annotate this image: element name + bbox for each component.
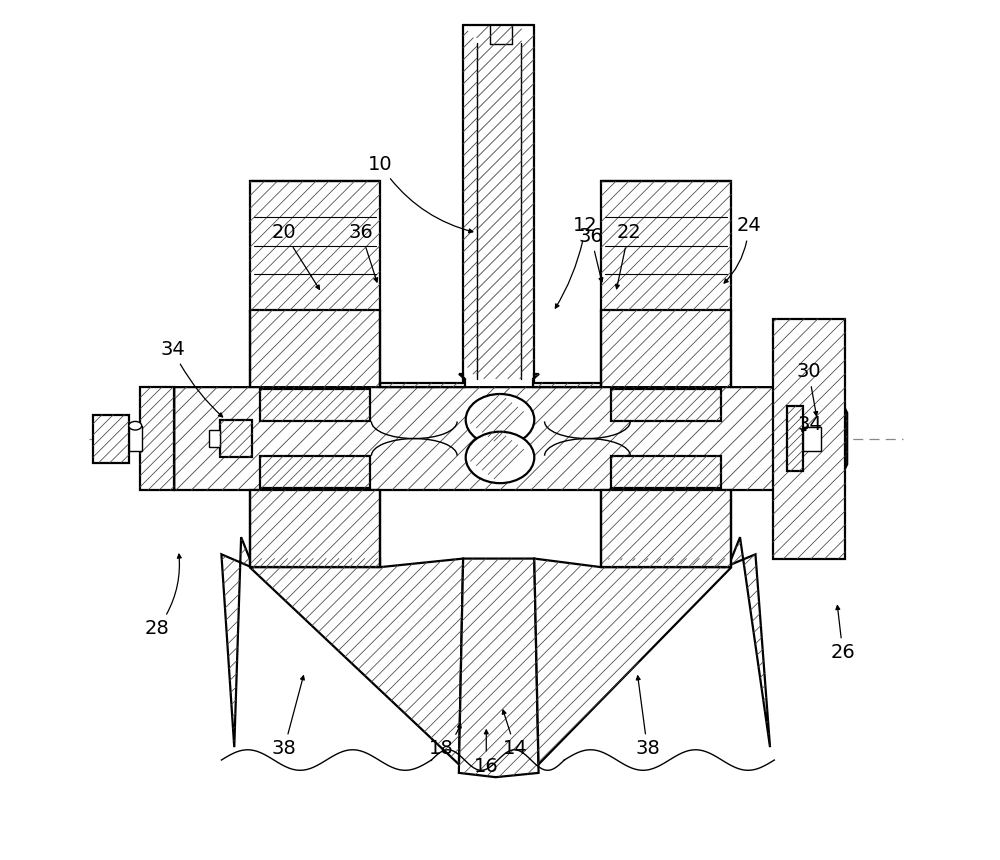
Bar [250,181,380,310]
Text: 38: 38 [635,676,660,759]
Text: 16: 16 [474,730,499,776]
Text: 20: 20 [272,224,319,289]
Text: 24: 24 [724,217,761,283]
Polygon shape [140,387,174,490]
Polygon shape [533,374,601,387]
Bar [129,426,142,452]
Polygon shape [260,456,370,488]
Text: 28: 28 [145,554,181,638]
Polygon shape [260,389,370,421]
Bar [220,420,252,458]
Text: 34: 34 [160,340,223,417]
Text: 18: 18 [429,724,461,759]
Bar [93,415,129,463]
Polygon shape [534,559,731,765]
Text: 30: 30 [796,362,821,415]
Polygon shape [601,538,770,747]
Polygon shape [174,387,847,490]
Polygon shape [380,374,465,387]
Polygon shape [601,490,731,567]
Ellipse shape [129,421,142,430]
Bar [787,406,803,471]
Text: 38: 38 [272,676,304,759]
Text: 12: 12 [555,217,598,308]
Bar [773,318,845,559]
Polygon shape [250,559,463,765]
Bar [601,181,731,310]
Ellipse shape [466,394,534,445]
Polygon shape [459,559,539,777]
Polygon shape [611,389,721,421]
Text: 36: 36 [578,227,603,282]
Bar [209,430,220,447]
Polygon shape [221,538,380,747]
Text: 26: 26 [831,605,855,662]
Polygon shape [250,490,380,567]
Text: 36: 36 [349,224,378,282]
Text: 14: 14 [502,710,528,759]
Text: 10: 10 [368,155,473,233]
Polygon shape [611,456,721,488]
Text: 22: 22 [616,224,641,289]
Ellipse shape [466,432,534,483]
Bar [803,427,821,451]
Text: 34: 34 [798,415,823,434]
